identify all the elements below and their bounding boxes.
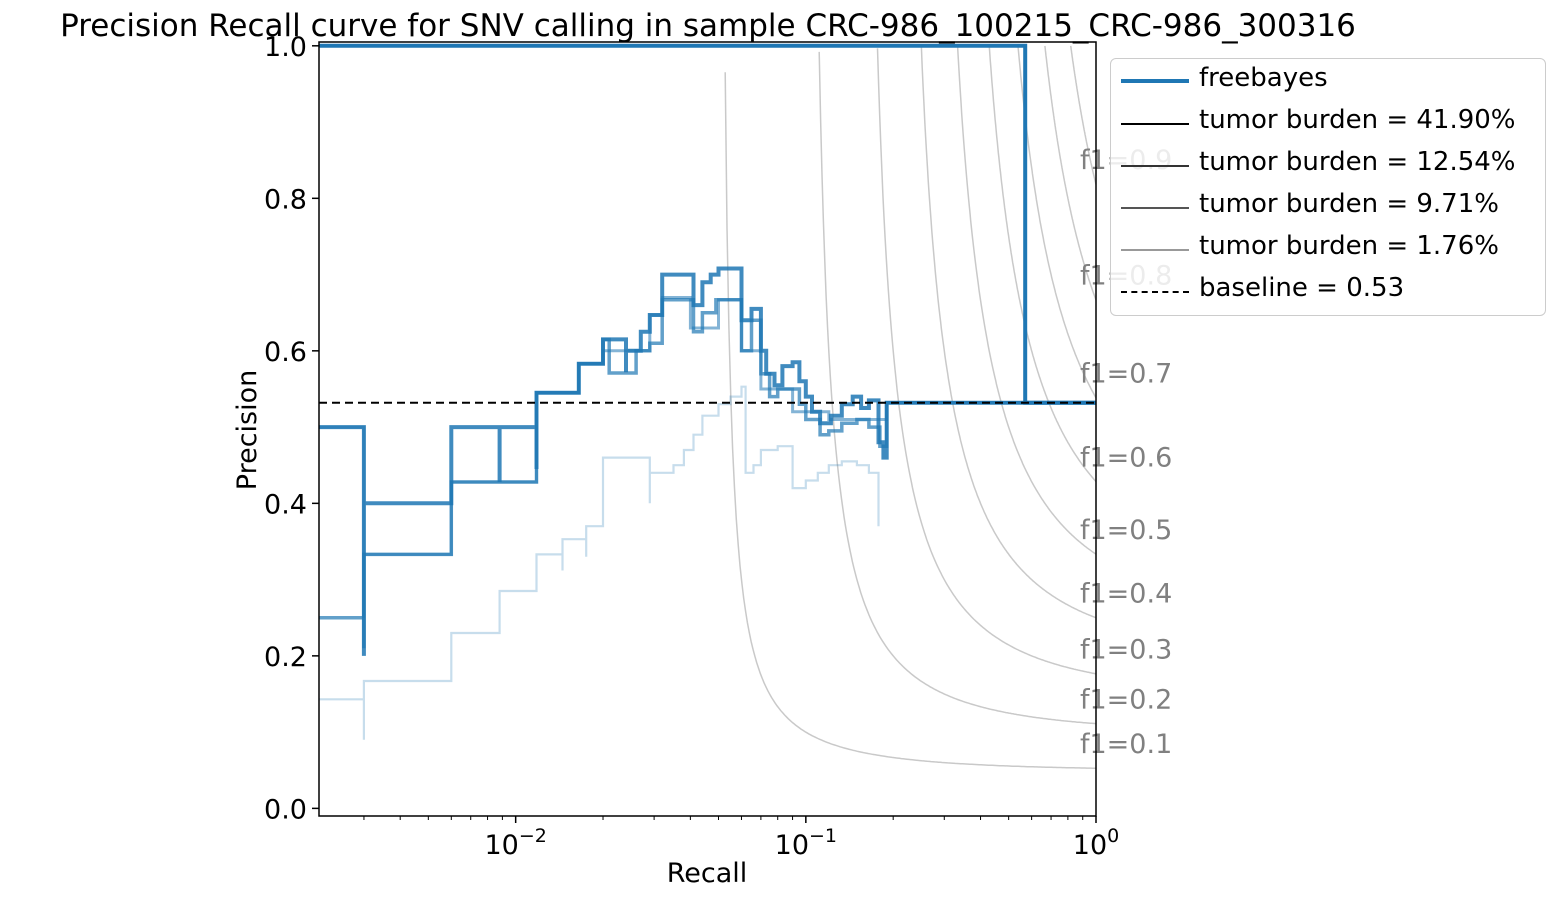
legend-label: tumor burden = 1.76% xyxy=(1199,231,1499,261)
f1-isoline-label: f1=0.5 xyxy=(1080,515,1172,546)
f1-isoline xyxy=(988,46,1096,483)
axes: 0.0 0.2 0.4 0.6 0.8 1.0 10−2 10−1 100 xyxy=(264,32,1119,861)
series-line xyxy=(319,43,1096,405)
f1-isoline-label: f1=0.4 xyxy=(1080,578,1172,609)
x-tick-label: 10−2 xyxy=(484,825,546,861)
legend-swatch xyxy=(1121,165,1189,167)
series-line xyxy=(319,385,880,740)
series-line xyxy=(319,266,1096,656)
legend-label: tumor burden = 12.54% xyxy=(1199,147,1516,177)
y-tick-label: 0.6 xyxy=(264,337,307,368)
f1-isoline-label: f1=0.2 xyxy=(1080,684,1172,715)
y-axis-label: Precision xyxy=(232,370,263,490)
f1-isoline xyxy=(1044,45,1096,301)
legend-label: baseline = 0.53 xyxy=(1199,273,1405,303)
f1-isoline xyxy=(920,46,1096,619)
f1-isoline xyxy=(876,48,1096,675)
f1-isoline xyxy=(724,72,1096,769)
legend-swatch xyxy=(1121,207,1189,209)
series-lines xyxy=(319,43,1096,740)
y-tick-label: 0.0 xyxy=(264,794,307,825)
x-tick-label: 10−1 xyxy=(775,825,837,861)
chart-title: Precision Recall curve for SNV calling i… xyxy=(60,8,1356,44)
legend: freebayes tumor burden = 41.90% tumor bu… xyxy=(1110,58,1546,316)
legend-item-freebayes: freebayes xyxy=(1111,61,1545,103)
f1-isoline xyxy=(956,46,1096,555)
legend-label: tumor burden = 41.90% xyxy=(1199,105,1516,135)
legend-swatch xyxy=(1121,291,1189,293)
legend-item-tumor-burden-2: tumor burden = 12.54% xyxy=(1111,145,1545,187)
f1-isoline xyxy=(1069,45,1096,185)
legend-swatch xyxy=(1121,249,1189,251)
series-line xyxy=(319,296,1096,618)
f1-isoline-label: f1=0.3 xyxy=(1080,635,1172,666)
y-tick-label: 0.4 xyxy=(264,489,307,520)
f1-isoline xyxy=(1017,46,1096,399)
x-tick-label: 100 xyxy=(1073,825,1119,861)
f1-isoline-label: f1=0.6 xyxy=(1080,442,1172,473)
legend-label: tumor burden = 9.71% xyxy=(1199,189,1499,219)
legend-item-tumor-burden-3: tumor burden = 9.71% xyxy=(1111,187,1545,229)
series-line xyxy=(319,297,1096,649)
legend-label: freebayes xyxy=(1199,63,1328,93)
legend-item-tumor-burden-1: tumor burden = 41.90% xyxy=(1111,103,1545,145)
legend-item-baseline: baseline = 0.53 xyxy=(1111,271,1545,313)
f1-isolines xyxy=(724,45,1096,769)
x-axis-label: Recall xyxy=(667,858,748,889)
y-tick-label: 0.2 xyxy=(264,642,307,673)
f1-isoline-label: f1=0.1 xyxy=(1080,729,1172,760)
legend-swatch xyxy=(1121,79,1189,83)
y-tick-label: 0.8 xyxy=(264,184,307,215)
y-tick-label: 1.0 xyxy=(264,32,307,63)
legend-item-tumor-burden-4: tumor burden = 1.76% xyxy=(1111,229,1545,271)
plot-frame xyxy=(318,41,1097,817)
f1-isoline xyxy=(818,51,1096,725)
legend-swatch xyxy=(1121,123,1189,125)
f1-isoline-label: f1=0.7 xyxy=(1080,359,1172,390)
